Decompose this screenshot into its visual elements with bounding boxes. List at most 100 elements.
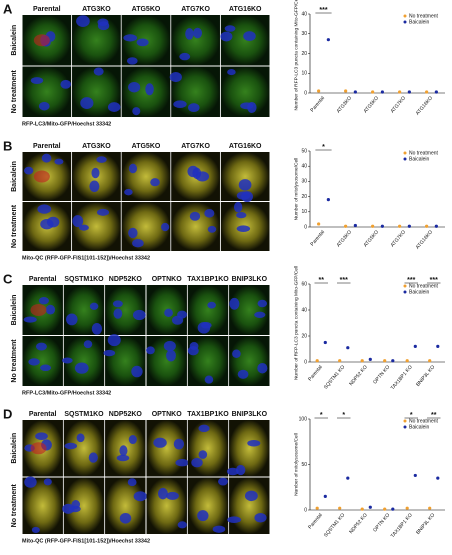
- nucleus: [257, 363, 268, 374]
- nucleus: [158, 487, 168, 500]
- y-tick-label: 0: [304, 359, 307, 365]
- cell-signal: [171, 15, 220, 66]
- nucleus: [201, 322, 212, 329]
- nucleus: [237, 369, 249, 379]
- y-tick-label: 100: [299, 416, 308, 422]
- nucleus: [150, 178, 160, 187]
- nucleus: [195, 171, 210, 182]
- significance: **: [431, 412, 437, 419]
- y-axis-label: Number of mitolysosome/Cell: [293, 158, 299, 221]
- x-tick-label: ATG7KO: [390, 229, 407, 248]
- row-label: No treatment: [11, 484, 18, 528]
- column-header: ATG16KO: [229, 143, 262, 150]
- nucleus: [128, 82, 141, 93]
- data-point: [317, 89, 321, 93]
- nucleus: [227, 69, 236, 76]
- data-point: [344, 224, 348, 228]
- data-point: [425, 224, 429, 228]
- y-tick-label: 50: [301, 462, 307, 468]
- nucleus: [28, 358, 40, 366]
- data-point: [346, 476, 350, 480]
- legend-label: Baicalein: [409, 156, 430, 162]
- significance: **: [319, 277, 325, 284]
- data-point: [405, 359, 409, 363]
- legend-label: No treatment: [409, 150, 439, 156]
- x-tick-label: SQSTM1 KO: [323, 512, 346, 538]
- nucleus: [23, 166, 34, 175]
- nucleus: [72, 215, 84, 228]
- y-tick-label: 10: [301, 71, 307, 77]
- column-header: OPTNKO: [152, 411, 183, 418]
- y-tick-label: 40: [301, 11, 307, 17]
- nucleus: [38, 101, 50, 111]
- nucleus: [224, 25, 236, 32]
- nucleus: [64, 442, 78, 450]
- nucleus: [171, 315, 184, 325]
- legend-marker: [403, 20, 407, 24]
- data-point: [434, 90, 438, 94]
- significance: *: [320, 412, 323, 419]
- x-tick-label: TAX1BP1 KO: [390, 364, 414, 391]
- nucleus: [169, 71, 182, 83]
- x-tick-label: ATG16KO: [415, 229, 434, 250]
- nucleus: [173, 438, 185, 450]
- cell-signal: [187, 477, 229, 534]
- x-tick-label: ATG3KO: [336, 95, 353, 114]
- data-point: [391, 507, 395, 511]
- caption: RFP-LC3/Mito-GFP/Hoechst 33342: [22, 121, 111, 127]
- nucleus: [229, 297, 240, 310]
- x-tick-label: ATG3KO: [336, 229, 353, 248]
- data-point: [380, 224, 384, 228]
- x-tick-label: TAX1BP1 KO: [390, 512, 414, 539]
- data-point: [326, 198, 330, 202]
- nucleus: [91, 322, 103, 335]
- legend-marker: [403, 290, 407, 294]
- nucleus: [131, 365, 143, 378]
- row-label: No treatment: [11, 204, 18, 248]
- nucleus: [24, 476, 37, 488]
- nucleus: [37, 204, 52, 214]
- nucleus: [238, 179, 252, 191]
- y-tick-label: 40: [301, 307, 307, 313]
- nucleus: [23, 316, 37, 323]
- column-header: NDP52KO: [109, 276, 143, 283]
- data-point: [436, 344, 440, 348]
- data-point: [380, 90, 384, 94]
- nucleus: [128, 227, 138, 239]
- column-header: Parental: [29, 276, 57, 283]
- nucleus: [145, 83, 154, 96]
- panel-label: A: [3, 1, 13, 16]
- nucleus: [241, 191, 253, 203]
- nucleus: [220, 31, 233, 42]
- legend-label: Baicalein: [409, 289, 430, 295]
- y-axis-label: Number of mitolysosome/Cell: [293, 433, 299, 496]
- x-tick-label: ATG5KO: [363, 95, 380, 114]
- data-point: [413, 473, 417, 478]
- y-tick-label: 20: [301, 51, 307, 57]
- nucleus: [97, 21, 110, 31]
- nucleus: [189, 342, 199, 351]
- data-point: [315, 359, 319, 363]
- row-label: No treatment: [11, 339, 18, 383]
- data-point: [323, 494, 327, 498]
- column-header: ATG7KO: [181, 143, 210, 150]
- nucleus: [175, 459, 189, 467]
- column-header: BNIP3LKO: [232, 276, 268, 283]
- nucleus: [41, 153, 52, 163]
- panel-label: B: [3, 138, 12, 153]
- nucleus: [198, 424, 210, 433]
- cell-signal: [229, 285, 270, 335]
- nucleus: [236, 225, 251, 233]
- column-header: SQSTM1KO: [64, 276, 104, 283]
- x-tick-label: OPTN KO: [372, 364, 391, 385]
- data-point: [436, 476, 440, 480]
- data-point: [346, 346, 350, 350]
- nucleus: [153, 437, 167, 448]
- nucleus: [193, 27, 203, 39]
- significance: *: [322, 144, 325, 151]
- nucleus: [124, 188, 133, 196]
- nucleus: [247, 439, 261, 447]
- y-tick-label: 60: [301, 281, 307, 287]
- y-tick-label: 20: [301, 333, 307, 339]
- nucleus: [31, 526, 40, 534]
